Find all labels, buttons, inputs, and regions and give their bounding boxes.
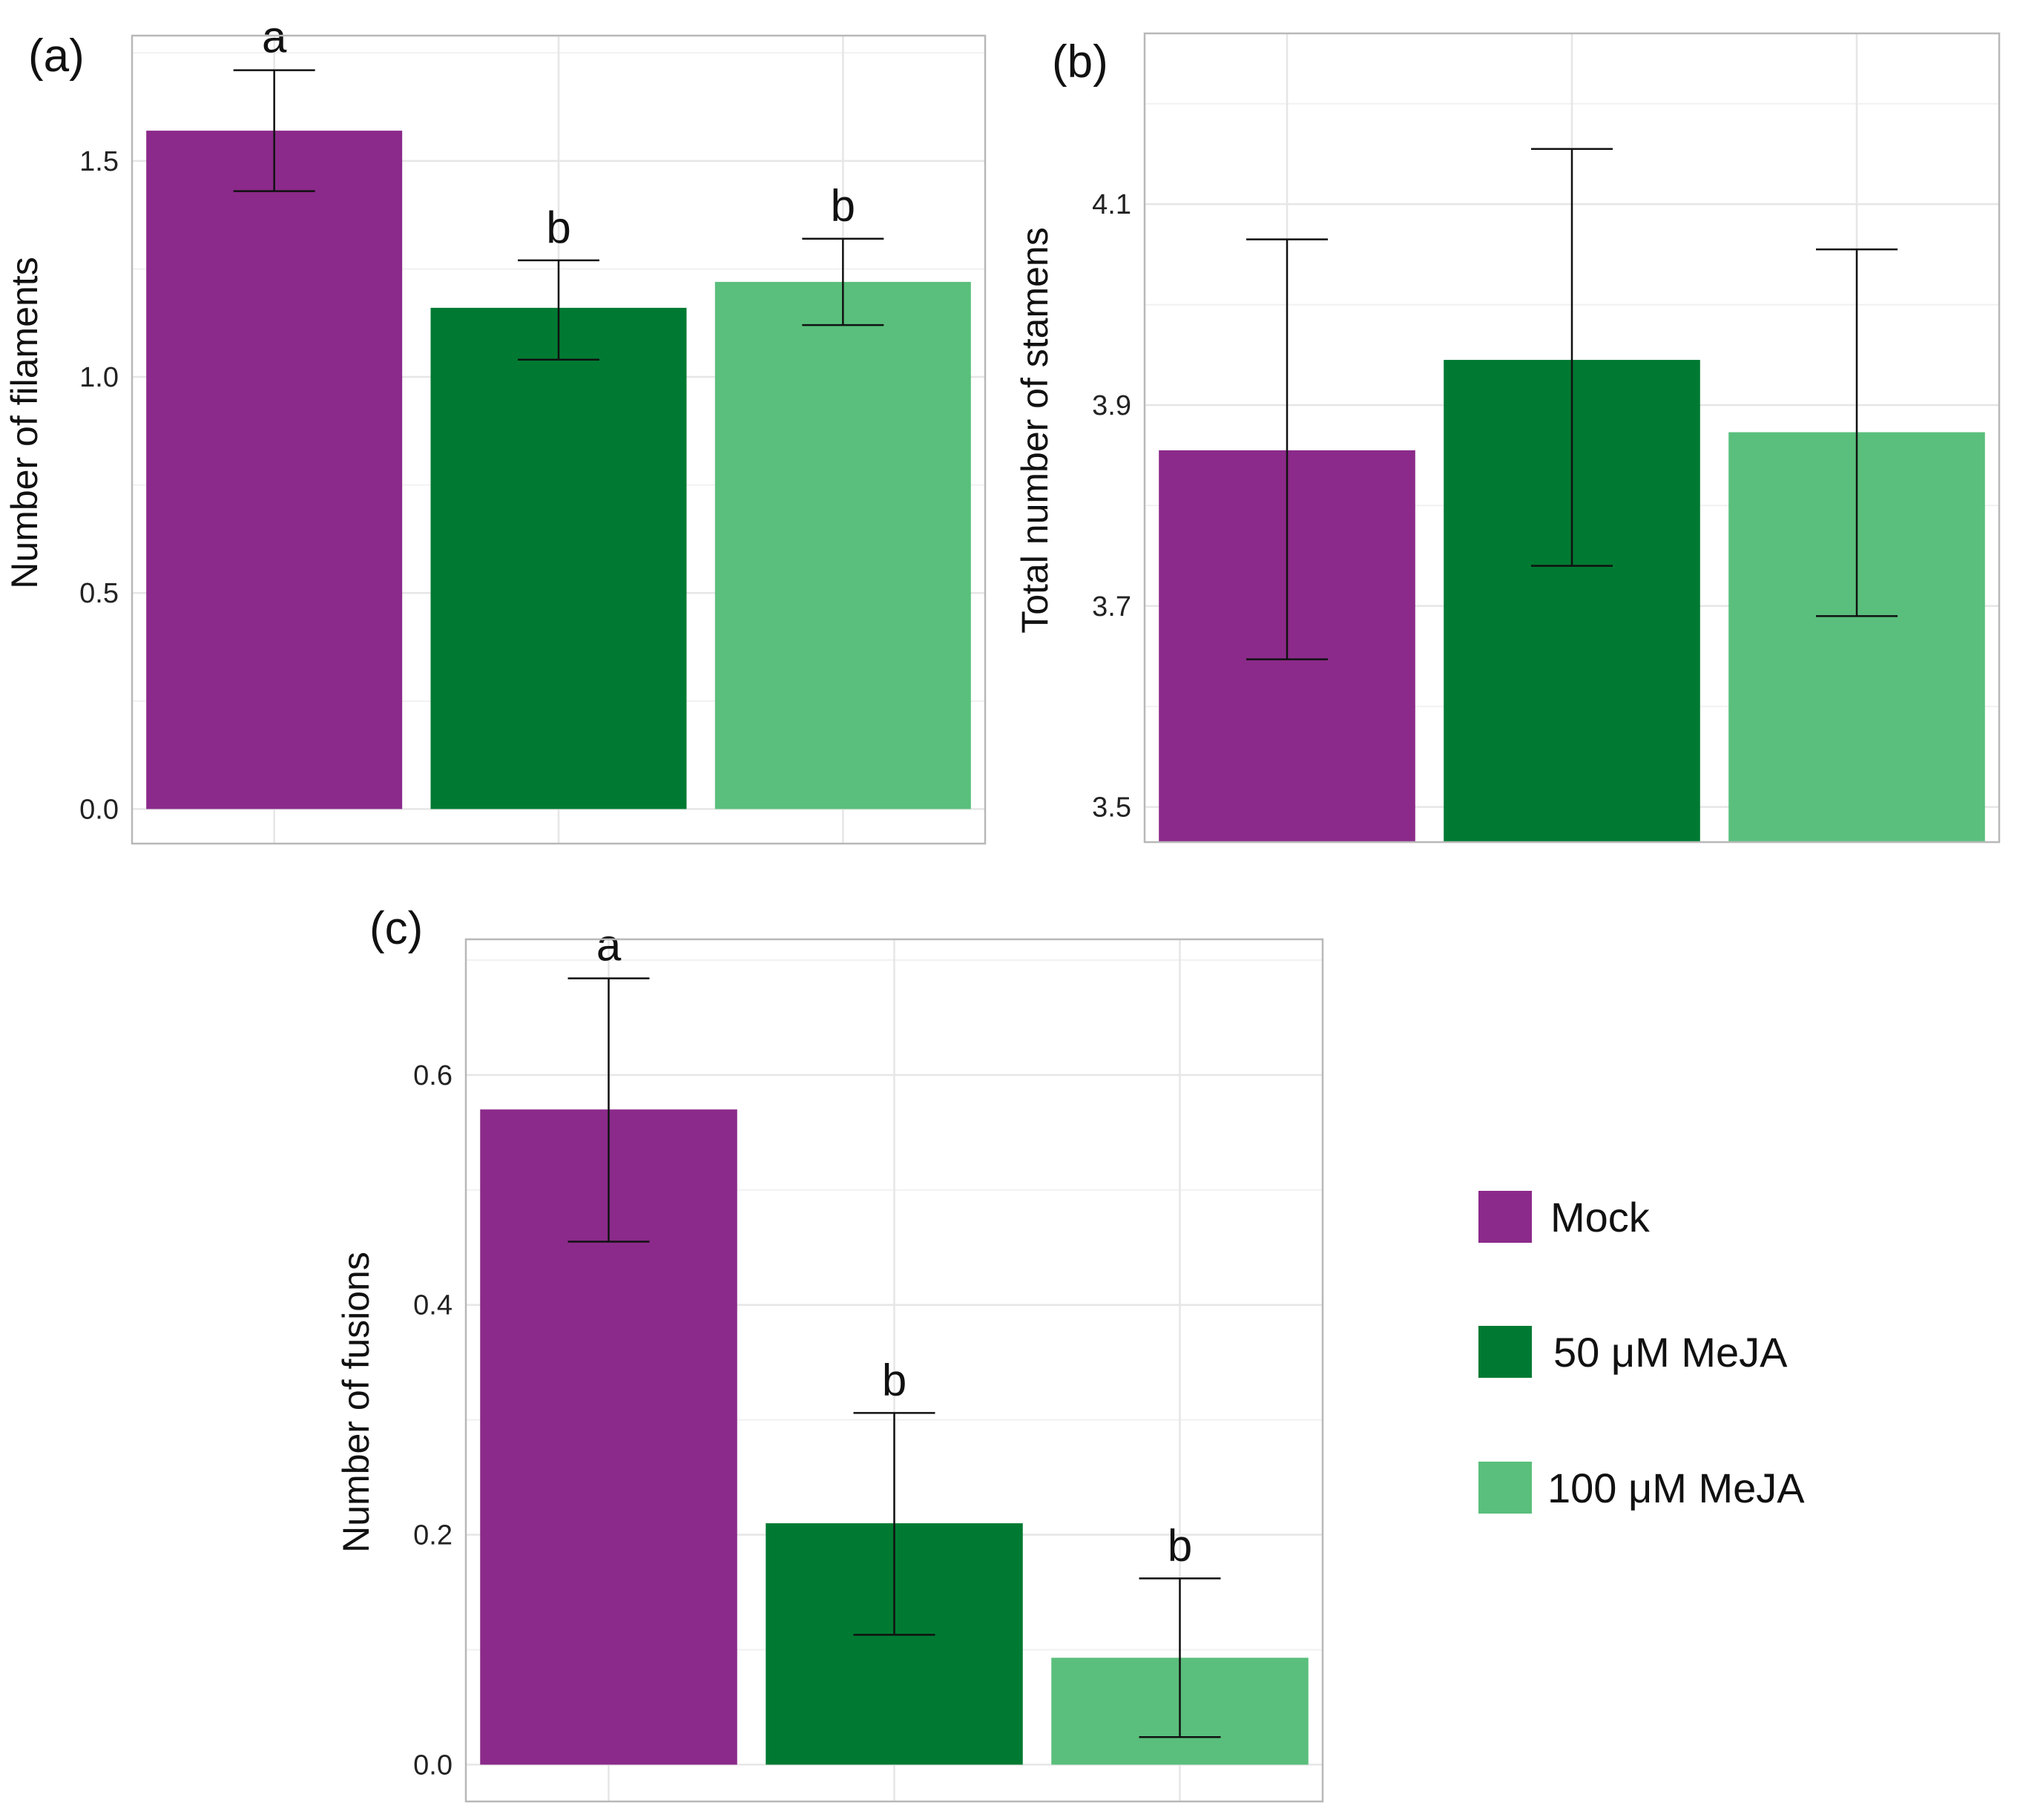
legend-swatch-100-mmeja [1478,1462,1532,1514]
panel-b-errorbar-1 [1246,238,1328,660]
legend-label-50-mmeja: 50 μM MeJA [1553,1329,1788,1376]
panel-c-significance-label: a [596,921,622,970]
panel-b-frame [1143,32,2001,844]
panel-a-errorbar-2 [518,259,599,361]
legend-label-mock: Mock [1550,1194,1651,1241]
panel-a-bar-2 [430,307,687,809]
panel-b-ytick-label: 3.7 [1092,591,1131,622]
panel-c-ylabel: Number of fusions [335,1252,377,1553]
panel-b: (b) 3.5 3.7 3.9 4.1 Total number of stamens [1014,32,2001,844]
panel-c-errorbar-3 [1139,1577,1221,1738]
panel-b-ytick-label: 3.5 [1092,792,1131,824]
panel-c: (c) 0.0 0.2 0.4 0.6 a b b Number of fusions [335,903,1324,1803]
panel-a-letter: (a) [28,30,85,82]
panel-a-ytick-label: 1.5 [79,146,119,177]
panel-a-ytick-label: 0.5 [79,578,119,609]
panel-a-plot: 0.0 0.5 1.0 1.5 a b b Number of filaments [4,13,987,845]
legend-swatch-mock [1478,1191,1532,1243]
panel-b-ylabel: Total number of stamens [1014,227,1056,634]
panel-b-plot: 3.5 3.7 3.9 4.1 Total number of stamens [1014,32,2001,844]
panel-c-ytick-label: 0.0 [413,1750,453,1781]
panel-c-ytick-label: 0.2 [413,1520,453,1551]
panel-a-errorbar-1 [233,69,315,192]
panel-a-errorbar-3 [802,237,884,326]
panel-b-errorbar-2 [1531,148,1613,567]
panel-c-errorbar-1 [567,977,650,1243]
panel-a-frame [131,34,987,845]
panel-a: (a) 0.0 0.5 1.0 1.5 a b b Number of filaments [4,13,987,845]
panel-c-letter: (c) [369,903,423,954]
panel-b-ytick-label: 3.9 [1092,390,1131,421]
panel-c-frame [464,938,1324,1803]
legend-swatch-50-mmeja [1478,1326,1532,1378]
panel-a-ytick-label: 0.0 [79,794,119,825]
panel-a-significance-label: a [262,13,287,62]
panel-a-bar-3 [714,281,971,809]
panel-a-significance-label: b [546,203,570,252]
legend-label-100-mmeja: 100 μM MeJA [1547,1465,1805,1511]
panel-b-ytick-label: 4.1 [1092,189,1131,220]
panel-a-significance-label: b [831,181,855,231]
panel-b-letter: (b) [1052,36,1108,88]
panel-a-ytick-label: 1.0 [79,362,119,393]
panel-c-ytick-label: 0.4 [413,1290,453,1321]
panel-c-plot: 0.0 0.2 0.4 0.6 a b b Number of fusions [335,921,1324,1803]
panel-a-ylabel: Number of filaments [4,257,45,588]
panel-c-errorbar-2 [853,1412,935,1636]
legend: Mock 50 μM MeJA 100 μM MeJA [1478,1191,1805,1514]
panel-c-significance-label: b [1168,1520,1192,1570]
panel-a-bar-1 [146,131,403,809]
panel-b-errorbar-3 [1816,248,1898,617]
panel-c-ytick-label: 0.6 [413,1060,453,1091]
panel-c-significance-label: b [882,1355,907,1405]
